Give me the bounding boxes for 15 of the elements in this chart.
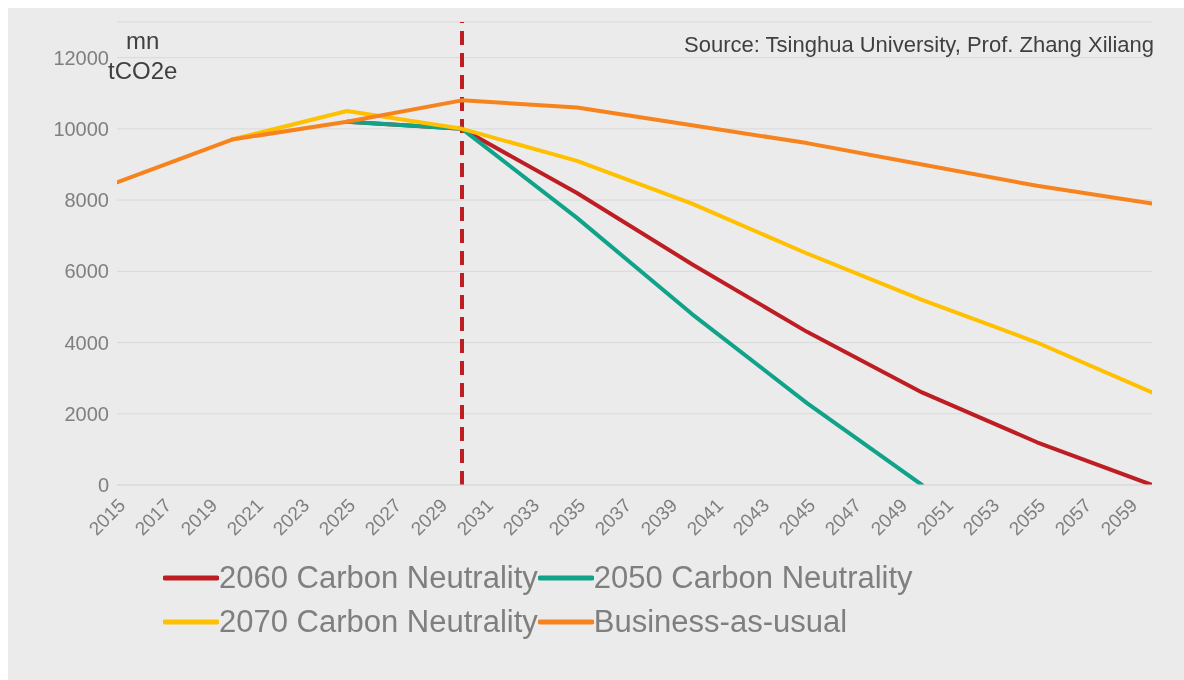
y-axis-title: mn tCO2e xyxy=(108,26,178,86)
line-series xyxy=(117,98,1152,206)
legend-label: 2060 Carbon Neutrality xyxy=(219,560,538,596)
y-tick-label: 12000 xyxy=(53,46,109,69)
legend-label: Business-as-usual xyxy=(593,604,848,640)
y-tick-label: 10000 xyxy=(53,117,109,140)
legend-label: 2050 Carbon Neutrality xyxy=(593,560,913,596)
y-tick-label: 2000 xyxy=(64,402,109,425)
annotation: Source: Tsinghua University, Prof. Zhang Xiliang xyxy=(684,32,1154,58)
legend-label: 2070 Carbon Neutrality xyxy=(219,604,538,640)
y-tick-label: 6000 xyxy=(64,260,109,283)
y-tick-label: 4000 xyxy=(64,331,109,354)
y-tick-label: 0 xyxy=(97,474,109,497)
line-series xyxy=(345,119,924,485)
y-tick-label: 8000 xyxy=(64,189,109,212)
